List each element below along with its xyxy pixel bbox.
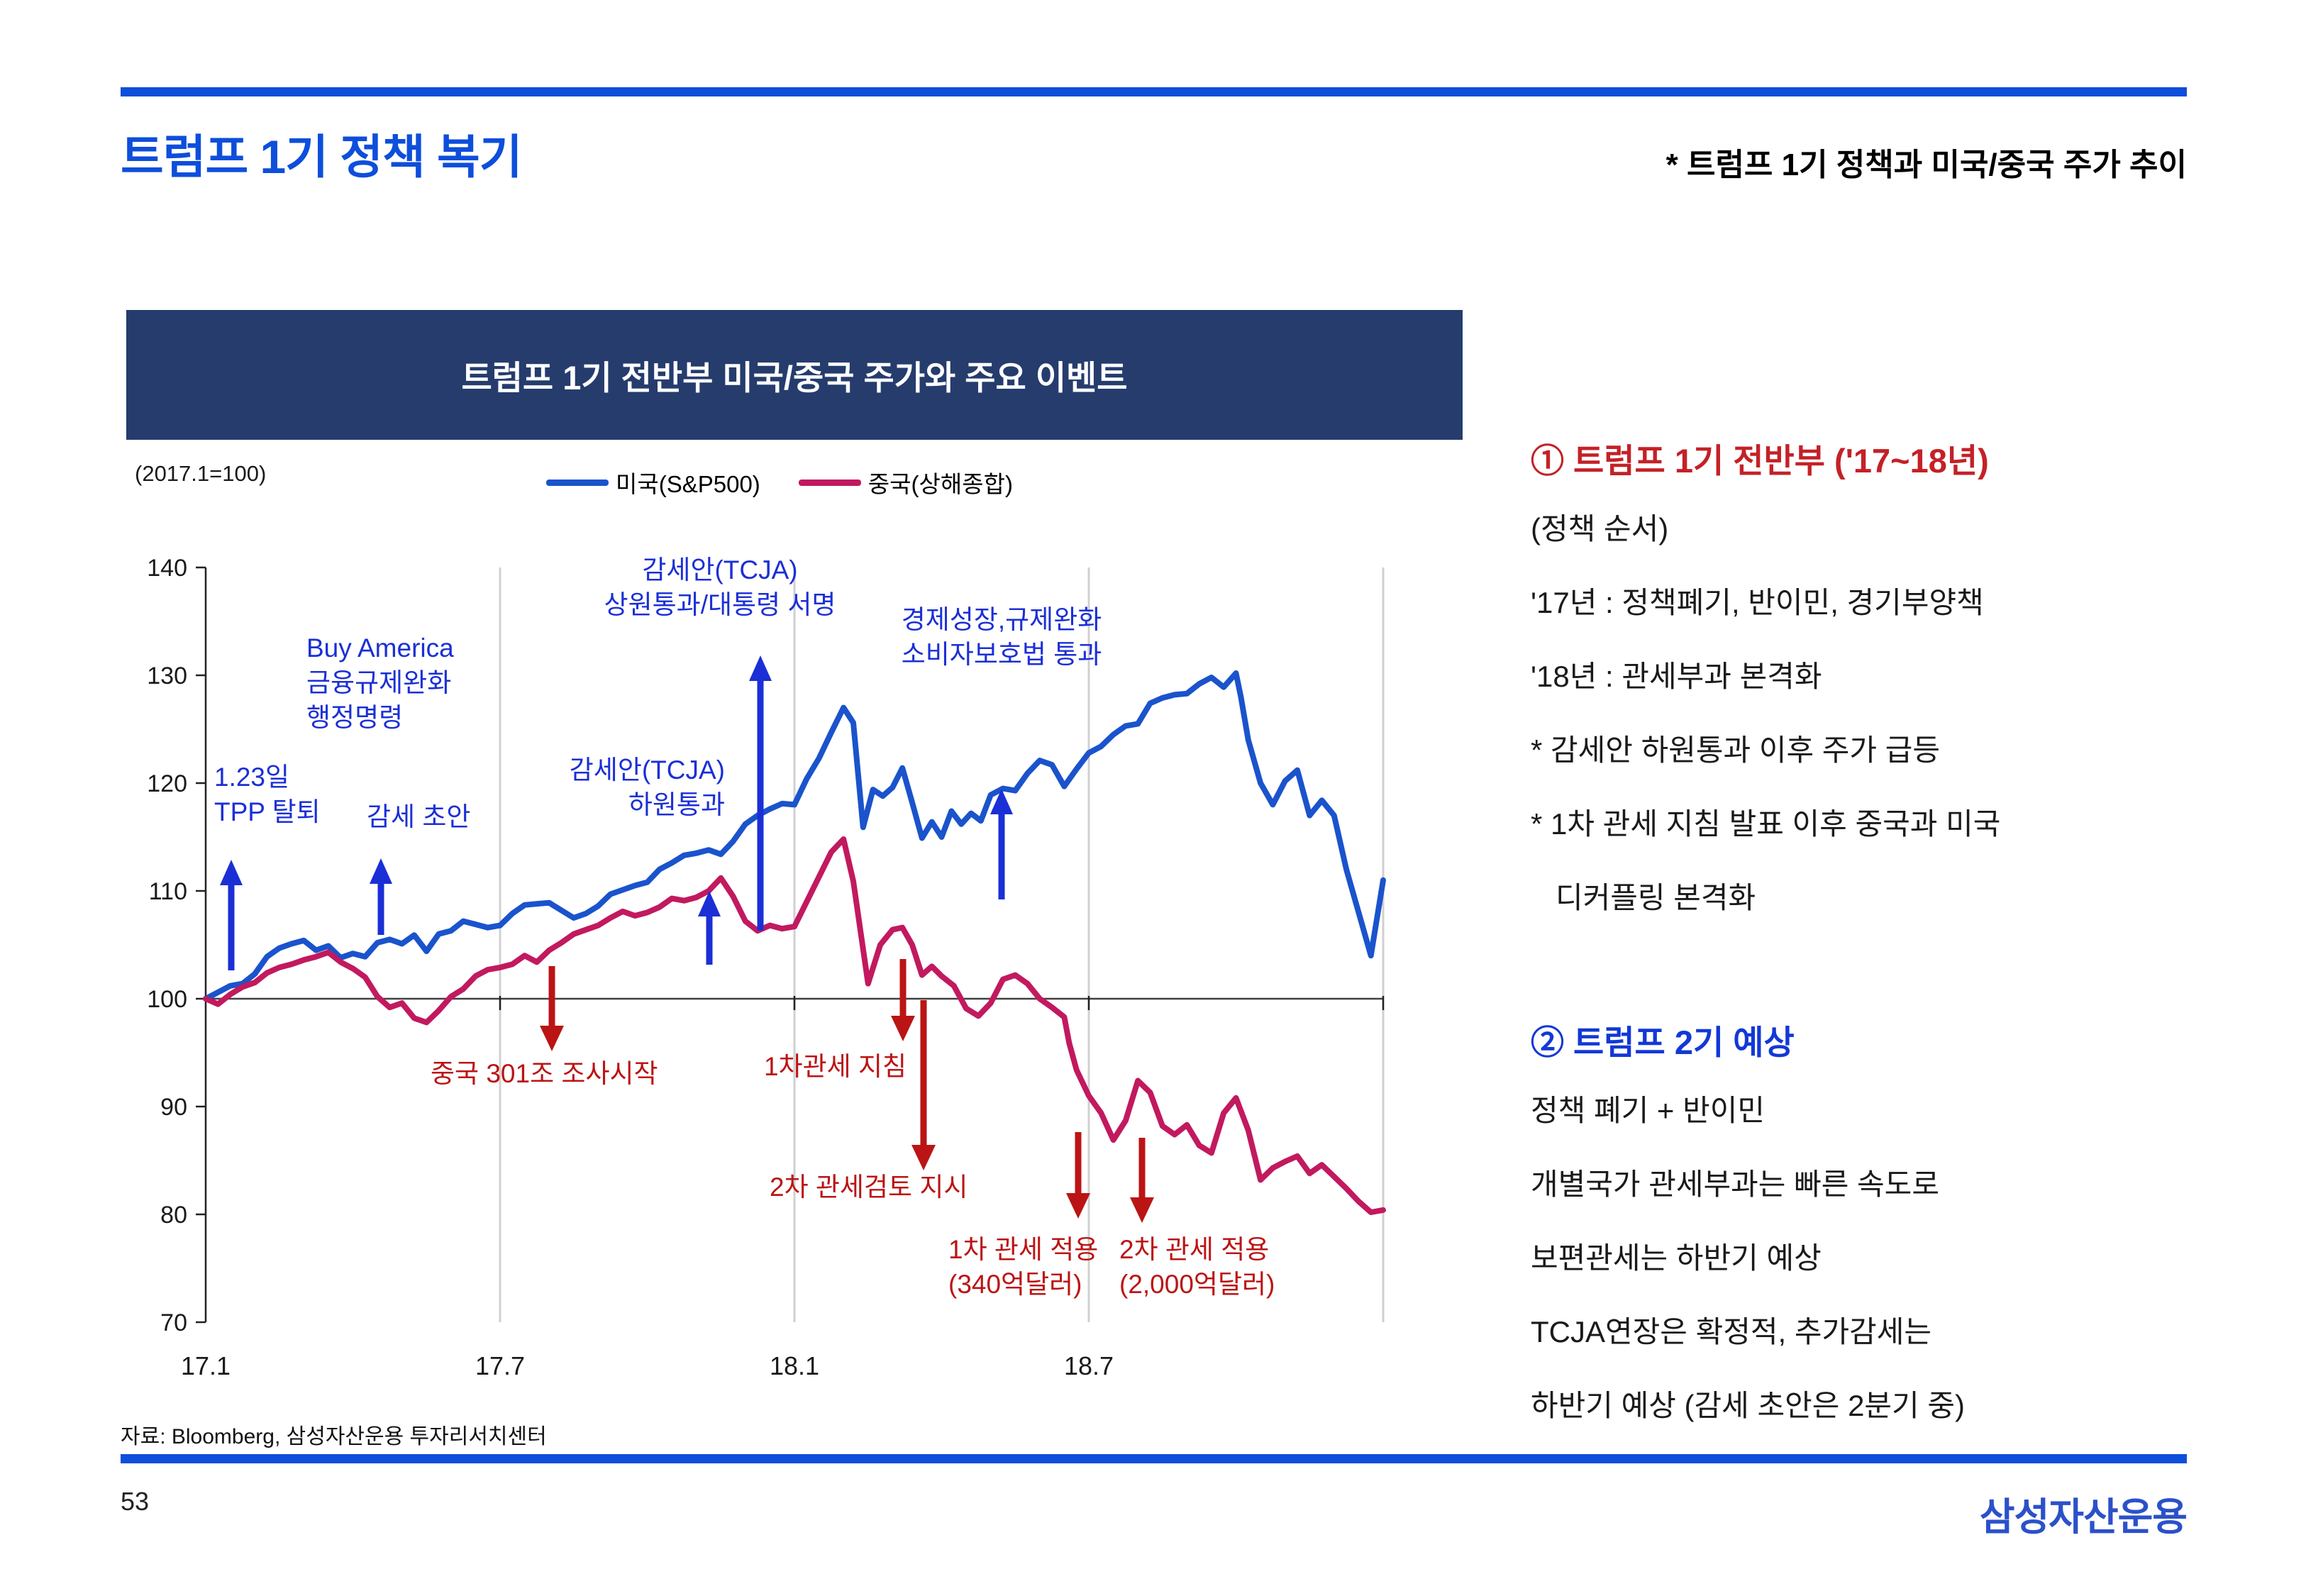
y-tick-label: 100 [147, 986, 187, 1013]
arrow-up-icon [990, 789, 1013, 814]
panel-text-line: '17년 : 정책폐기, 반이민, 경기부양책 [1531, 585, 1984, 619]
page-subtitle: * 트럼프 1기 정책과 미국/중국 주가 추이 [1665, 148, 2187, 182]
legend-line-swatch [546, 479, 609, 486]
panel-text-line: TCJA연장은 확정적, 추가감세는 [1531, 1314, 1932, 1348]
y-tick-label: 120 [147, 770, 187, 797]
event-label-policy: 감세 초안 [367, 802, 471, 831]
x-tick-label: 17.1 [181, 1351, 231, 1380]
series-line [203, 836, 1386, 1215]
y-tick-label: 90 [160, 1094, 187, 1121]
y-tick-label: 70 [160, 1309, 187, 1336]
panel-text-line: (정책 순서) [1531, 511, 1669, 545]
panel-text-line: 보편관세는 하반기 예상 [1531, 1241, 1822, 1275]
y-tick-label: 110 [149, 878, 187, 905]
top-rule [121, 87, 2187, 96]
y-tick-label: 140 [147, 555, 187, 582]
y-tick-label: 130 [147, 663, 187, 689]
panel-text-line: 정책 폐기 + 반이민 [1531, 1093, 1765, 1127]
line-chart: 140 130 120 110 100 90 80 70 17.1 17.7 18.1 18.7 [147, 555, 1386, 1380]
panel-text-line: 개별국가 관세부과는 빠른 속도로 [1531, 1167, 1939, 1201]
chart-legend: 미국(S&P500) 중국(상해종합) [546, 465, 1013, 500]
section2-heading: ② 트럼프 2기 예상 [1531, 1023, 1795, 1061]
arrow-up-icon [370, 858, 392, 884]
arrow-down-icon [540, 1026, 564, 1051]
event-label-tariff: 1차관세 지침 [764, 1052, 907, 1081]
page-title: 트럼프 1기 정책 복기 [121, 131, 522, 183]
x-tick-label: 18.7 [1064, 1351, 1114, 1380]
section1-lines: (정책 순서) '17년 : 정책폐기, 반이민, 경기부양책 '18년 : 관세부… [1531, 489, 2240, 932]
event-label-tariff: 2차 관세 적용 (2,000억달러) [1119, 1235, 1275, 1299]
event-label-tariff: 1차 관세 적용 (340억달러) [948, 1235, 1099, 1299]
panel-text-line: * 1차 관세 지침 발표 이후 중국과 미국 [1531, 807, 2001, 841]
index-base-note: (2017.1=100) [135, 461, 267, 486]
arrow-down-icon [1066, 1193, 1090, 1219]
x-tick-label: 17.7 [475, 1351, 525, 1380]
source-note: 자료: Bloomberg, 삼성자산운용 투자리서치센터 [121, 1425, 547, 1448]
arrow-down-icon [891, 1016, 915, 1041]
series-line [203, 670, 1386, 1002]
legend-line-swatch [798, 479, 861, 486]
chart-title-banner: 트럼프 1기 전반부 미국/중국 주가와 주요 이벤트 [126, 310, 1463, 440]
x-tick-label: 18.1 [770, 1351, 819, 1380]
page-number: 53 [121, 1487, 150, 1516]
legend-label: 중국(상해종합) [867, 471, 1013, 497]
arrow-up-icon [749, 655, 772, 681]
arrow-down-icon [911, 1145, 936, 1170]
event-label-policy: 경제성장,규제완화 소비자보호법 통과 [901, 605, 1102, 669]
event-label-tariff: 중국 301조 조사시작 [431, 1059, 658, 1088]
event-label-policy: 1.23일 TPP 탈퇴 [214, 763, 321, 826]
panel-section-trump1: ① 트럼프 1기 전반부 ('17~18년) (정책 순서) '17년 : 정책폐… [1531, 426, 2240, 932]
panel-text-line: 하반기 예상 (감세 초안은 2분기 중) [1531, 1388, 1965, 1422]
legend-label: 미국(S&P500) [616, 471, 760, 497]
panel-text-line: '18년 : 관세부과 본격화 [1531, 659, 1822, 693]
panel-text-line: * 감세안 하원통과 이후 주가 급등 [1531, 733, 1941, 767]
bottom-rule [121, 1454, 2187, 1463]
event-label-policy: Buy America 금융규제완화 행정명령 [306, 633, 454, 732]
legend-item: 미국(S&P500) [546, 465, 760, 499]
brand-logo: 삼성자산운용 [1979, 1496, 2188, 1539]
event-label-policy: 감세안(TCJA) 상원통과/대통령 서명 [604, 555, 836, 619]
panel-text-line: 디커플링 본격화 [1531, 880, 1756, 914]
event-label-policy: 감세안(TCJA) 하원통과 [569, 755, 725, 819]
arrow-up-icon [220, 860, 243, 885]
section1-heading: ① 트럼프 1기 전반부 ('17~18년) [1531, 441, 1989, 480]
legend-item: 중국(상해종합) [798, 465, 1013, 499]
event-label-tariff: 2차 관세검토 지시 [770, 1173, 968, 1202]
arrow-up-icon [698, 891, 721, 916]
arrow-down-icon [1130, 1197, 1154, 1223]
y-tick-label: 80 [160, 1202, 187, 1229]
